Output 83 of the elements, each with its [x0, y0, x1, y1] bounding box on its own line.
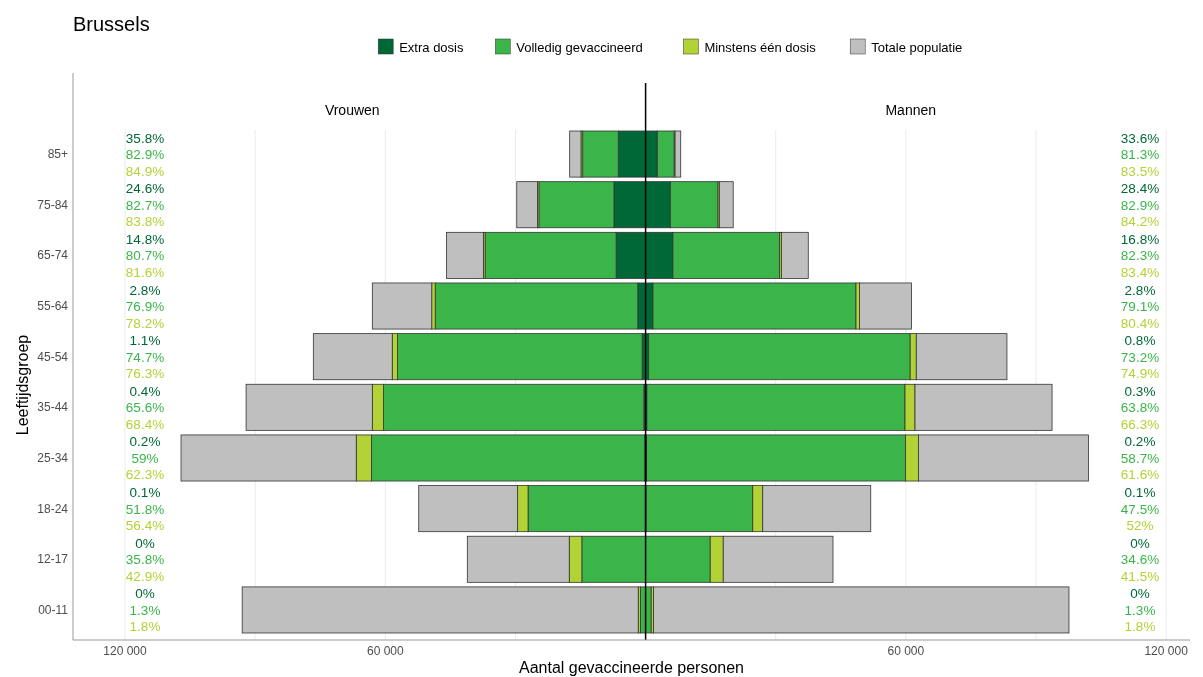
chart-title: Brussels: [73, 13, 150, 35]
annotation: 1.3%: [1124, 602, 1156, 618]
annotation: 65.6%: [125, 400, 165, 416]
annotation: 35.8%: [125, 552, 165, 568]
annotation: 83.5%: [1120, 163, 1160, 179]
annotation: 0.2%: [1124, 434, 1156, 450]
annotation: 74.7%: [125, 349, 165, 365]
y-tick-label: 25-34: [37, 450, 69, 465]
x-tick-label: 60 000: [366, 644, 404, 658]
annotation: 0.1%: [1124, 485, 1156, 501]
annotation: 81.6%: [125, 264, 165, 280]
annotation: 1.8%: [1124, 619, 1156, 635]
annotation: 28.4%: [1120, 181, 1160, 197]
annotation: 0.2%: [129, 434, 161, 450]
legend-label: Minstens één dosis: [704, 40, 817, 55]
annotation: 52%: [1126, 518, 1154, 534]
text: Vrouwen: [324, 102, 380, 118]
annotation: 34.6%: [1120, 552, 1160, 568]
annotation: 51.8%: [125, 501, 165, 517]
annotation: 42.9%: [125, 568, 165, 584]
y-tick-label: 45-54: [37, 349, 69, 364]
annotation: 0%: [135, 535, 155, 551]
annotation: 0%: [135, 586, 155, 602]
annotation: 79.1%: [1120, 299, 1160, 315]
annotation: 58.7%: [1120, 450, 1160, 466]
y-axis-title: Leeftijdsgroep: [14, 334, 31, 436]
annotation: 1.8%: [129, 619, 161, 635]
y-tick-label: 65-74: [37, 248, 69, 263]
y-tick-label: 85+: [47, 147, 68, 162]
x-tick-label: 120 000: [1144, 644, 1189, 658]
x-tick-label: 60 000: [887, 644, 925, 658]
annotation: 59%: [131, 450, 159, 466]
annotation: 84.2%: [1120, 214, 1160, 230]
annotation: 82.7%: [125, 197, 165, 213]
annotation: 80.7%: [125, 248, 165, 264]
annotation: 33.6%: [1120, 130, 1160, 146]
annotation: 78.2%: [125, 315, 165, 331]
annotation: 62.3%: [125, 467, 165, 483]
annotation: 41.5%: [1120, 568, 1160, 584]
annotation: 56.4%: [125, 518, 165, 534]
annotation: 80.4%: [1120, 315, 1160, 331]
y-tick-label: 55-64: [37, 299, 69, 314]
annotation: 61.6%: [1120, 467, 1160, 483]
annotation: 16.8%: [1120, 231, 1160, 247]
annotation: 0.3%: [1124, 383, 1156, 399]
annotation: 68.4%: [125, 416, 165, 432]
annotation: 63.8%: [1120, 400, 1160, 416]
annotation: 0.8%: [1124, 333, 1156, 349]
annotation: 0%: [1130, 586, 1150, 602]
annotation: 0%: [1130, 535, 1150, 551]
annotation: 83.4%: [1120, 264, 1160, 280]
y-tick-label: 75-84: [37, 197, 69, 212]
annotation: 35.8%: [125, 130, 165, 146]
annotation: 47.5%: [1120, 501, 1160, 517]
annotation: 82.9%: [1120, 197, 1160, 213]
legend-label: Volledig gevaccineerd: [516, 40, 643, 55]
x-tick-label: 120 000: [103, 644, 148, 658]
annotation: 0.1%: [129, 485, 161, 501]
annotation: 82.9%: [125, 147, 165, 163]
legend-label: Extra dosis: [399, 40, 464, 55]
annotation: 82.3%: [1120, 248, 1160, 264]
annotation: 83.8%: [125, 214, 165, 230]
annotation: 1.1%: [129, 333, 161, 349]
annotation: 0.4%: [129, 383, 161, 399]
annotation: 76.3%: [125, 366, 165, 382]
legend-label: Totale populatie: [871, 40, 963, 55]
y-tick-label: 00-11: [38, 602, 69, 617]
annotation: 2.8%: [1124, 282, 1156, 298]
y-tick-label: 18-24: [37, 501, 69, 516]
annotation: 1.3%: [129, 602, 161, 618]
annotation: 66.3%: [1120, 416, 1160, 432]
y-tick-label: 12-17: [37, 552, 69, 567]
annotation: 84.9%: [125, 163, 165, 179]
annotation: 81.3%: [1120, 147, 1160, 163]
annotation: 14.8%: [125, 231, 165, 247]
text: Mannen: [885, 102, 937, 118]
annotation: 73.2%: [1120, 349, 1160, 365]
x-axis-title: Aantal gevaccineerde personen: [518, 659, 745, 676]
annotation: 24.6%: [125, 181, 165, 197]
annotation: 76.9%: [125, 299, 165, 315]
annotation: 74.9%: [1120, 366, 1160, 382]
y-tick-label: 35-44: [37, 400, 69, 415]
annotation: 2.8%: [129, 282, 161, 298]
